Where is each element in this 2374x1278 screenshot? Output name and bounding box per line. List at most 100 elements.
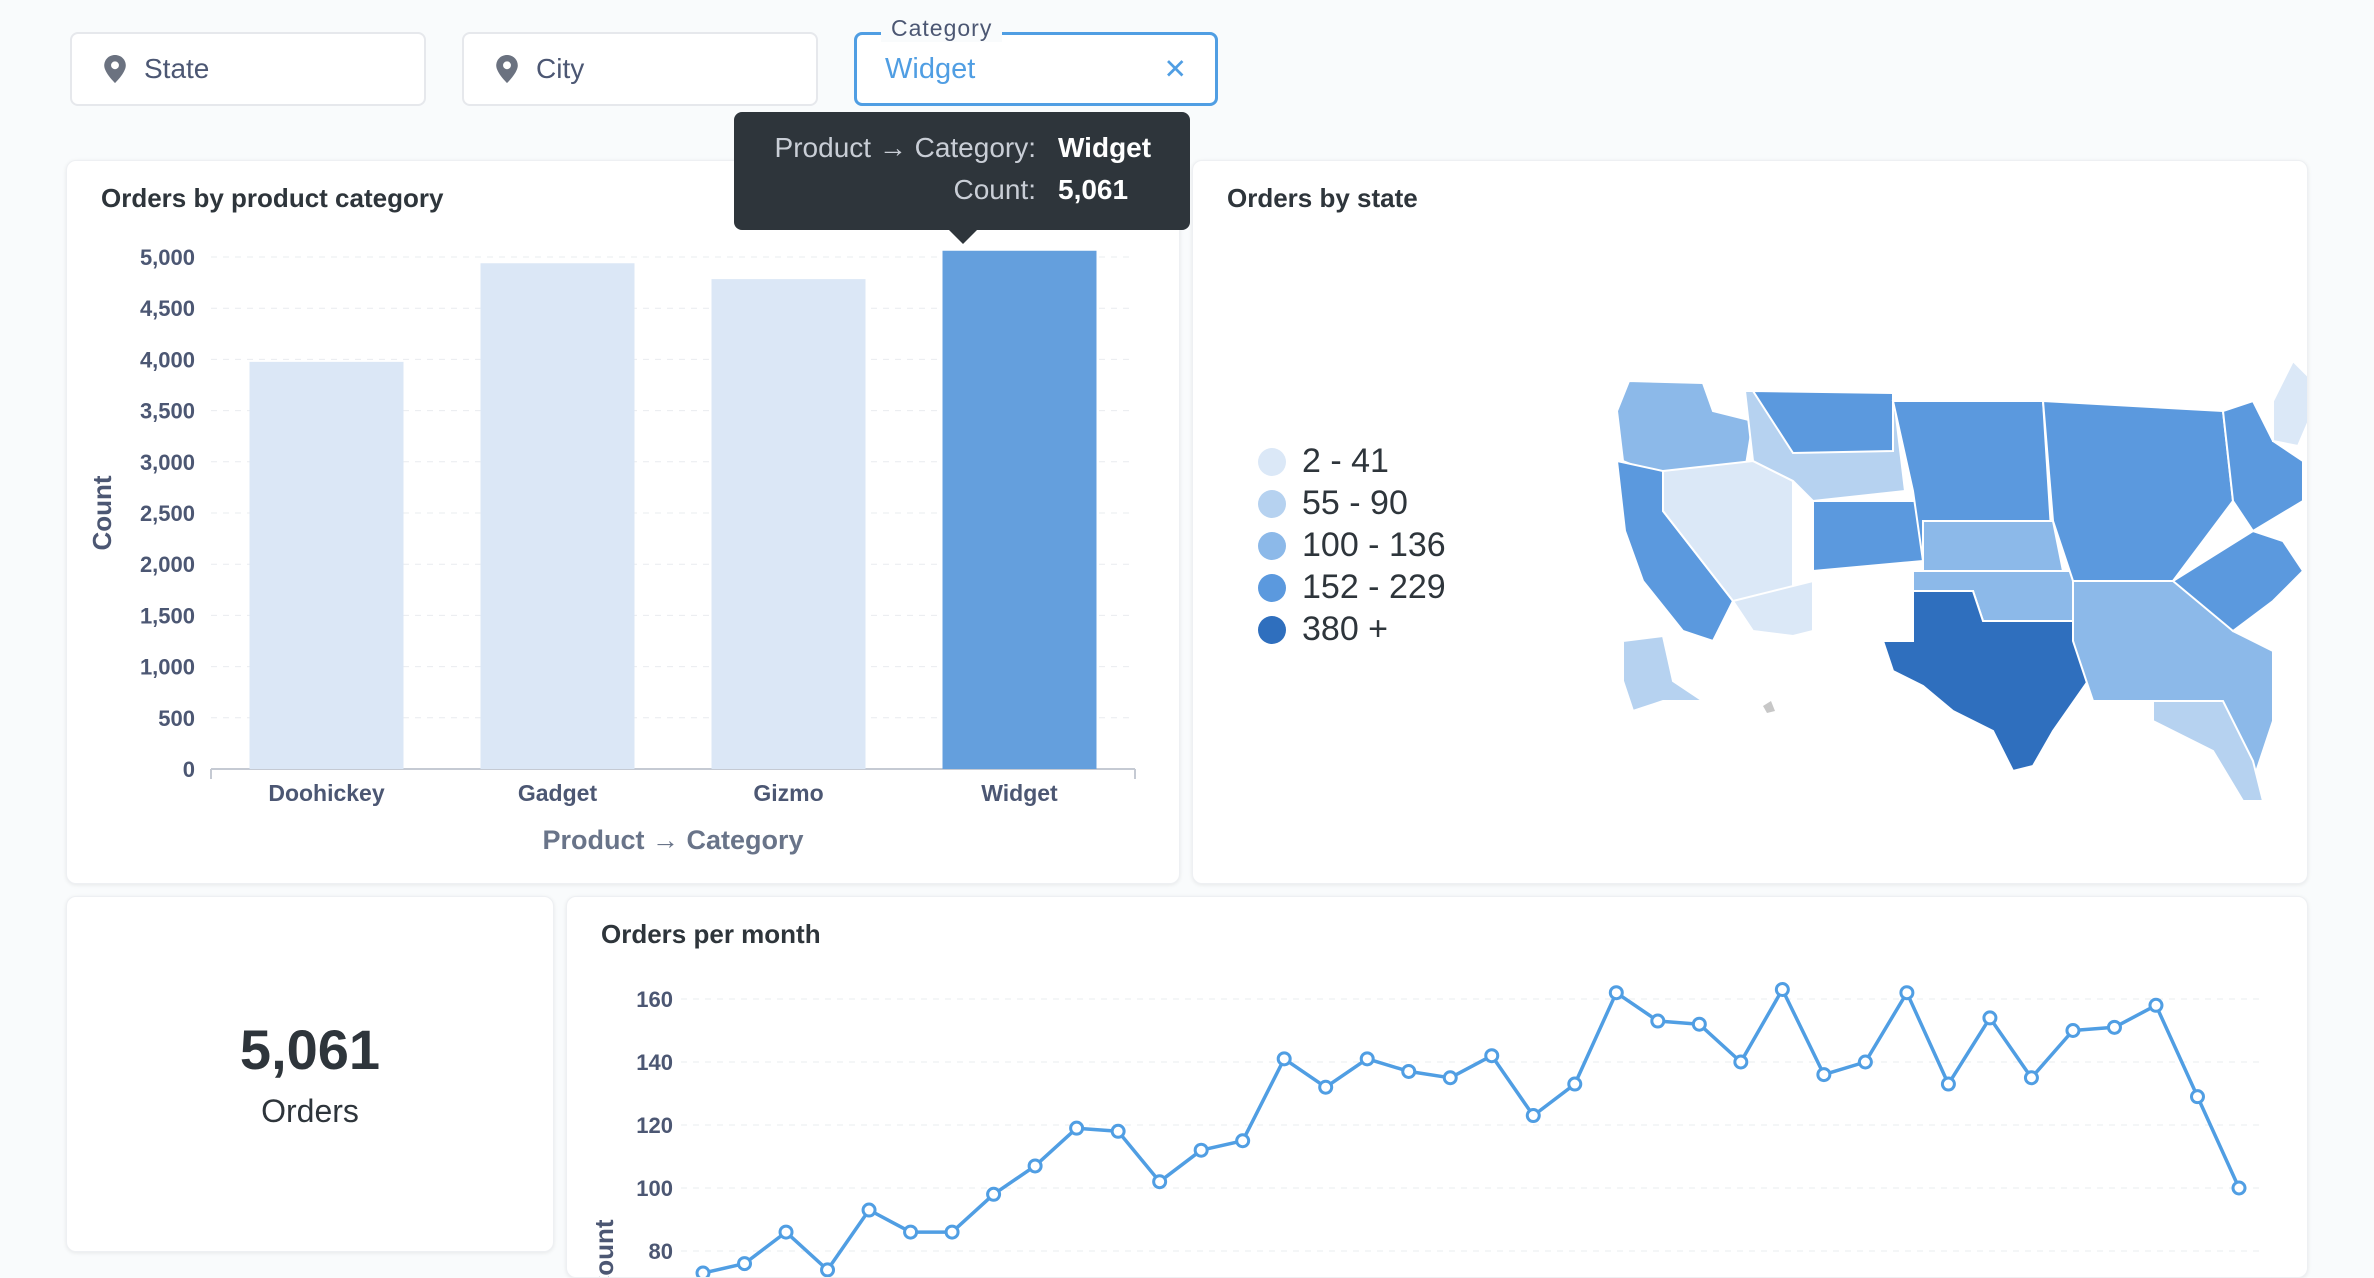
legend-label: 55 - 90 <box>1302 484 1408 522</box>
map-region-southwest <box>1731 579 1814 638</box>
map-region-northeast <box>2221 399 2304 533</box>
data-point <box>1193 1142 1209 1158</box>
bar-gadget <box>480 263 635 769</box>
series-line <box>702 987 2241 1275</box>
data-point <box>2231 1180 2247 1196</box>
y-tick-label: 4,500 <box>140 296 195 321</box>
data-point <box>1027 1158 1043 1174</box>
data-point <box>1401 1063 1417 1079</box>
data-point <box>1650 1013 1666 1029</box>
data-point <box>1525 1108 1541 1124</box>
data-point <box>1567 1076 1583 1092</box>
y-tick-label: 3,000 <box>140 450 195 475</box>
legend-dot <box>1258 489 1286 518</box>
y-tick-label: 80 <box>649 1239 673 1264</box>
data-point <box>778 1224 794 1240</box>
data-point <box>1733 1054 1749 1070</box>
tooltip-value: 5,061 <box>1058 174 1129 205</box>
map-region-kansas <box>1922 520 2065 572</box>
data-point <box>1152 1174 1168 1190</box>
data-point <box>1816 1067 1832 1083</box>
state-filter[interactable]: State <box>70 32 426 106</box>
y-tick-label: 3,500 <box>140 399 195 424</box>
location-pin-icon <box>104 54 126 84</box>
data-point <box>2065 1023 2081 1038</box>
data-point <box>1691 1016 1707 1032</box>
map-region-hawaii <box>1763 701 1775 713</box>
data-point <box>861 1202 877 1218</box>
data-point <box>1359 1051 1375 1067</box>
legend-dot <box>1258 615 1286 644</box>
map-legend-item: 2 - 41 <box>1258 442 1389 481</box>
legend-dot <box>1258 573 1286 602</box>
bar-chart-title: Orders by product category <box>101 183 444 213</box>
y-tick-label: 2,000 <box>140 552 195 577</box>
data-point <box>2189 1089 2205 1105</box>
category-filter[interactable]: Category Widget ✕ <box>854 15 1218 106</box>
scalar-label: Orders <box>261 1093 359 1129</box>
city-filter-label: City <box>536 53 585 84</box>
map-card[interactable]: Orders by state <box>1192 160 2308 884</box>
data-point <box>1857 1054 1873 1070</box>
data-point <box>1318 1079 1334 1095</box>
data-point <box>1484 1048 1500 1064</box>
x-tick-label: Gizmo <box>753 780 823 806</box>
y-tick-label: 2,500 <box>140 501 195 526</box>
bar-doohickey <box>249 361 404 769</box>
y-tick-label: 1,500 <box>140 603 195 628</box>
legend-dot <box>1258 447 1286 476</box>
map-legend-item: 100 - 136 <box>1258 526 1446 565</box>
legend-dot <box>1258 531 1286 560</box>
y-tick-label: 4,000 <box>140 347 195 372</box>
state-filter-label: State <box>144 53 210 84</box>
bar-widget <box>942 250 1097 769</box>
y-tick-label: 5,000 <box>140 245 195 270</box>
x-tick-label: Doohickey <box>268 780 385 806</box>
data-point <box>1276 1051 1292 1067</box>
line-chart-title: Orders per month <box>601 919 821 949</box>
map-region-colorado <box>1812 500 1924 573</box>
y-tick-label: 140 <box>636 1050 673 1075</box>
category-filter-value: Widget <box>885 52 976 85</box>
bar-chart: 0 500 1,000 1,500 2,000 2,500 3,000 3,500 4,000 4… <box>87 245 1136 855</box>
data-point <box>2106 1019 2122 1035</box>
tooltip-key: Count: <box>953 174 1037 205</box>
data-point <box>1442 1070 1458 1086</box>
legend-label: 2 - 41 <box>1302 442 1389 480</box>
x-tick-label: Gadget <box>518 780 598 806</box>
y-axis-title: Count <box>87 475 117 550</box>
legend-label: 152 - 229 <box>1302 568 1446 606</box>
us-map[interactable] <box>1193 161 2307 883</box>
tooltip-key: Product → Category: <box>774 132 1036 163</box>
y-tick-label: 100 <box>636 1176 673 1201</box>
bar-chart-card[interactable]: Orders by product category 0 500 1,000 1,50… <box>66 160 1180 884</box>
data-point <box>903 1224 919 1240</box>
location-pin-icon <box>496 54 518 84</box>
city-filter[interactable]: City <box>462 32 818 106</box>
data-point <box>1608 985 1624 1001</box>
data-point <box>820 1262 836 1277</box>
x-axis-title: Product → Category <box>542 825 803 855</box>
y-tick-label: 500 <box>158 706 195 731</box>
legend-label: 100 - 136 <box>1302 526 1446 564</box>
line-chart-card[interactable]: Orders per month 80 100 120 140 160 Count <box>566 896 2308 1278</box>
bar-tooltip: Product → Category: Widget Count: 5,061 <box>734 112 1190 244</box>
data-point <box>2023 1070 2039 1086</box>
line-chart: 80 100 120 140 160 Count <box>589 982 2261 1277</box>
y-tick-label: 120 <box>636 1113 673 1138</box>
y-tick-label: 1,000 <box>140 655 195 680</box>
map-region-texas <box>1881 590 2090 773</box>
clear-filter-icon[interactable]: ✕ <box>1163 53 1187 85</box>
data-point <box>1235 1133 1251 1149</box>
scalar-card[interactable]: 5,061 Orders <box>66 896 554 1252</box>
x-tick-label: Widget <box>981 780 1058 806</box>
data-point <box>1069 1120 1085 1136</box>
legend-label: 380 + <box>1302 610 1389 648</box>
category-filter-legend: Category <box>881 15 1003 42</box>
data-point <box>1110 1123 1126 1139</box>
y-tick-label: 0 <box>183 757 195 782</box>
map-region-montana <box>1751 389 1894 455</box>
map-region-midwest <box>2041 399 2235 582</box>
data-point <box>986 1186 1002 1202</box>
map-region-florida <box>2152 700 2265 802</box>
